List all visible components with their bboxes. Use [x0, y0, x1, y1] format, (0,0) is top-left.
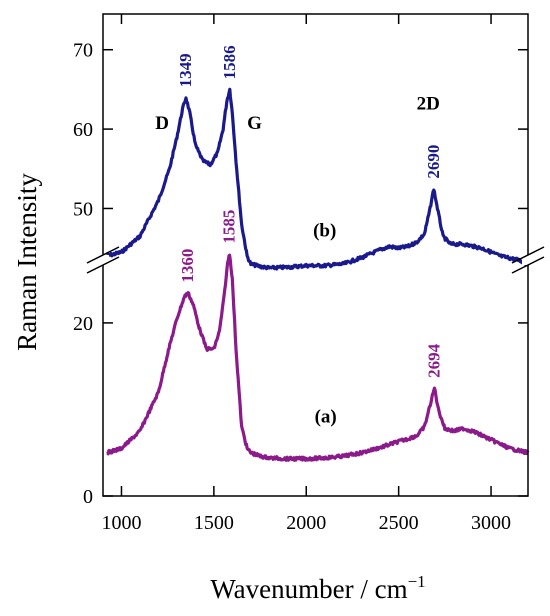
x-axis-title-main: Wavenumber / cm — [210, 574, 407, 604]
x-tick-label: 1500 — [194, 512, 234, 534]
x-axis-title: Wavenumber / cm−1 — [210, 572, 425, 604]
x-tick-label: 1000 — [101, 512, 141, 534]
axis-break-slash — [511, 256, 545, 274]
peak-label: 1360 — [178, 249, 197, 283]
band-label: (b) — [313, 220, 336, 241]
y-tick-label: 0 — [83, 486, 93, 508]
series-layer — [105, 87, 530, 462]
axis-break-gap — [522, 255, 534, 265]
band-label: D — [155, 113, 169, 134]
peak-label: 1586 — [220, 45, 239, 79]
band-label: 2D — [417, 93, 440, 114]
y-tick-label: 20 — [73, 313, 93, 335]
x-tick-label: 2500 — [379, 512, 419, 534]
peak-label: 1585 — [220, 210, 239, 244]
axis-break-marks — [86, 246, 545, 274]
axis-break-gap — [97, 255, 109, 265]
axis-break-slash — [86, 246, 120, 264]
x-tick-label: 2000 — [286, 512, 326, 534]
axes-layer: 1000 1500 2000 2500 3000 50 60 70 0 20 — [73, 14, 528, 534]
peak-label: 2694 — [425, 343, 444, 378]
peak-label: 2690 — [424, 145, 443, 179]
axis-break-slash — [511, 246, 545, 264]
series-line-2 — [105, 253, 530, 462]
x-axis-title-superscript: −1 — [408, 572, 426, 591]
y-axis-title: Raman Intensity — [12, 173, 42, 351]
peak-label: 1349 — [176, 53, 195, 87]
band-label: G — [247, 113, 262, 134]
axis-break-slash — [86, 256, 120, 274]
series-line-1 — [105, 87, 530, 271]
x-tick-label: 3000 — [471, 512, 511, 534]
band-label: (a) — [315, 406, 337, 427]
y-tick-label: 50 — [73, 198, 93, 220]
y-tick-label: 70 — [73, 40, 93, 62]
annotation-layer: 1349 1586 2690 1360 1585 2694 D G 2D (b) (a) — [155, 45, 443, 427]
y-tick-label: 60 — [73, 119, 93, 141]
